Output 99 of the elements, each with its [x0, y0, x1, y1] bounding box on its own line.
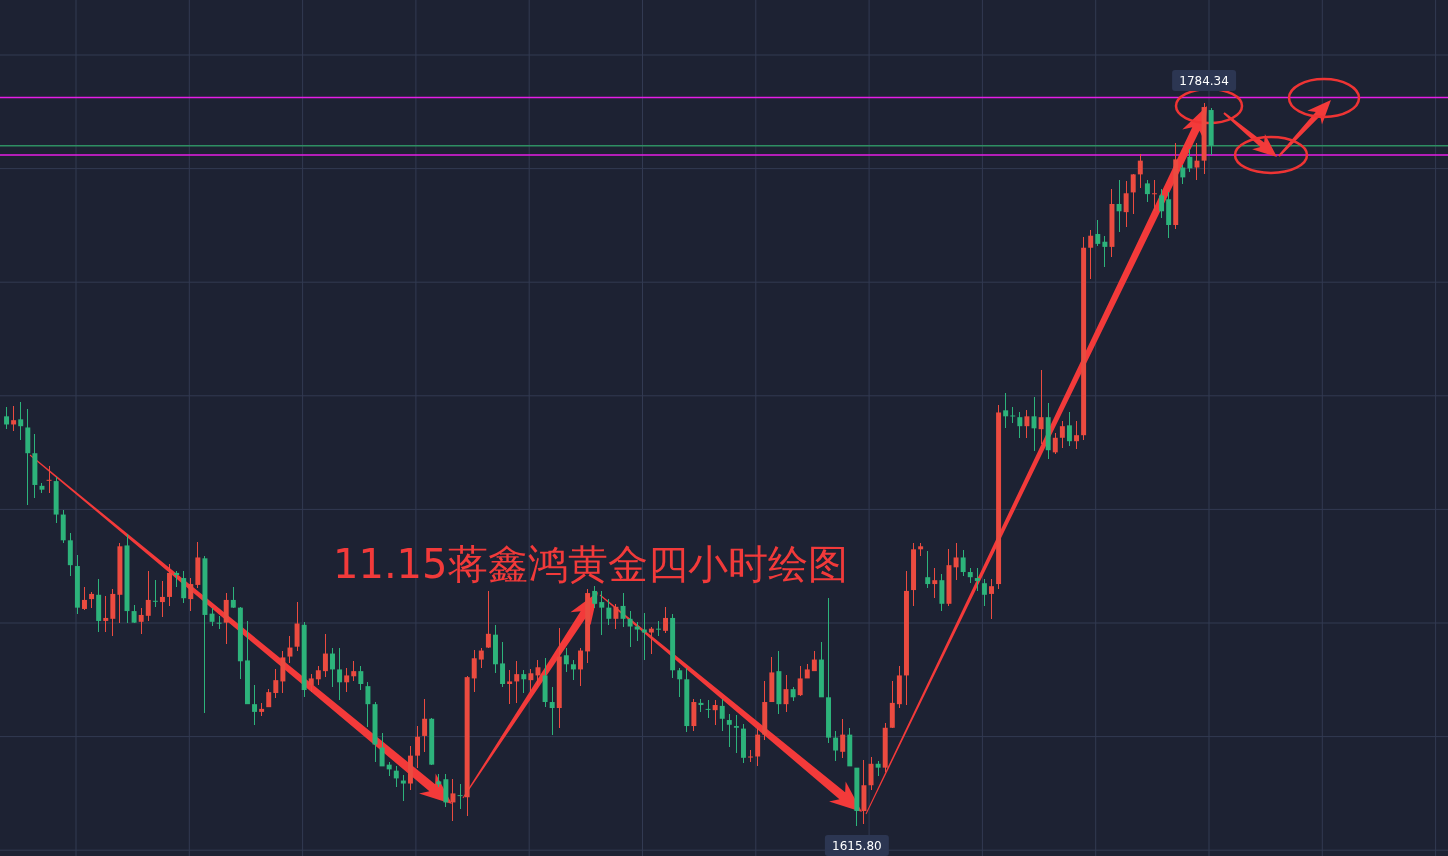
- candlestick: [634, 621, 640, 642]
- candlestick: [712, 699, 718, 726]
- candlestick: [1159, 188, 1165, 219]
- annotation: 1615.80: [832, 839, 882, 853]
- candlestick: [1052, 432, 1058, 455]
- candlestick: [563, 647, 569, 674]
- candlestick: [365, 681, 371, 728]
- candlestick: [337, 646, 343, 701]
- candlestick: [209, 607, 215, 627]
- candlestick: [833, 730, 839, 762]
- candlestick: [478, 647, 484, 669]
- candlestick: [705, 699, 711, 719]
- candlestick: [592, 585, 598, 609]
- candlestick: [521, 669, 527, 694]
- candlestick: [1180, 163, 1186, 185]
- candlestick: [252, 684, 258, 726]
- candlestick: [1144, 179, 1150, 203]
- candlestick: [1017, 411, 1023, 439]
- candlestick: [457, 783, 463, 810]
- candlestick: [953, 542, 959, 581]
- candlestick: [152, 579, 158, 608]
- candlestick: [1024, 409, 1030, 439]
- candlestick: [1038, 369, 1044, 445]
- candlestick: [1123, 180, 1129, 228]
- candlestick: [1074, 420, 1080, 450]
- candlestick: [138, 607, 144, 635]
- candlestick: [485, 590, 491, 649]
- candlestick: [103, 595, 109, 633]
- candlestick: [351, 660, 357, 683]
- candlestick: [1088, 229, 1094, 280]
- candlestick: [578, 646, 583, 687]
- candlestick: [18, 401, 24, 441]
- candlestick: [868, 755, 874, 791]
- candlestick: [599, 590, 605, 636]
- candlestick: [1151, 179, 1157, 212]
- candlestick: [1187, 148, 1193, 173]
- candlestick: [613, 603, 619, 630]
- candlestick: [549, 686, 555, 736]
- candlestick: [1095, 219, 1101, 247]
- candlestick: [308, 673, 314, 693]
- candlestick: [358, 664, 364, 691]
- candlestick: [981, 578, 987, 607]
- candlestick: [471, 649, 477, 693]
- candlestick: [677, 667, 683, 698]
- candlestick: [719, 698, 725, 732]
- candlestick: [500, 641, 506, 688]
- candlestick: [528, 668, 534, 693]
- candlestick: [443, 773, 449, 808]
- candlestick: [840, 718, 846, 759]
- candlestick: [1137, 153, 1143, 189]
- candlestick: [726, 713, 732, 748]
- candlestick: [315, 664, 321, 686]
- candlestick: [379, 732, 385, 767]
- candlestick: [507, 669, 513, 705]
- candlestick: [1003, 392, 1009, 429]
- candlestick: [1116, 178, 1122, 233]
- candlestick: [46, 465, 52, 494]
- candlestick: [1066, 411, 1072, 447]
- text: 11.15蒋鑫鸿黄金四小时绘图: [333, 541, 848, 587]
- candlestick: [223, 592, 229, 645]
- candlestick: [514, 660, 520, 704]
- candlestick: [797, 665, 803, 697]
- annotation: 1784.34: [1179, 74, 1229, 88]
- candlestick: [294, 601, 300, 653]
- candlestick: [230, 586, 236, 609]
- candlestick: [1059, 420, 1065, 449]
- candlestick: [960, 549, 966, 577]
- candlestick: [159, 580, 165, 618]
- candlestick: [974, 567, 980, 592]
- candlestick: [273, 668, 279, 699]
- candlestick: [663, 606, 669, 634]
- candlestick: [145, 570, 151, 622]
- candlestick: [627, 610, 633, 648]
- candlestick: [82, 586, 87, 611]
- candlestick: [450, 778, 456, 822]
- candlestick: [648, 625, 654, 655]
- candlestick: [11, 405, 17, 432]
- candlestick: [188, 577, 194, 612]
- candlestick: [932, 567, 938, 599]
- candlestick: [1102, 235, 1108, 268]
- candlestick: [1130, 172, 1136, 215]
- candlestick: [400, 773, 406, 802]
- candlestick: [606, 598, 612, 626]
- candlestick: [422, 698, 428, 753]
- candlestick: [641, 612, 647, 661]
- candlestick: [620, 592, 626, 628]
- candlestick: [755, 727, 761, 767]
- candlestick: [415, 725, 421, 769]
- candlestick: [4, 406, 10, 430]
- candlestick: [989, 578, 994, 620]
- candlestick: [330, 646, 335, 688]
- candlestick: [393, 765, 399, 788]
- candlestick: [344, 667, 350, 693]
- candlestick: [181, 570, 187, 604]
- candlestick: [939, 573, 945, 612]
- candlestick: [570, 658, 576, 681]
- candlestick: [925, 550, 931, 589]
- candlestick: [733, 714, 739, 754]
- candlestick: [322, 633, 328, 678]
